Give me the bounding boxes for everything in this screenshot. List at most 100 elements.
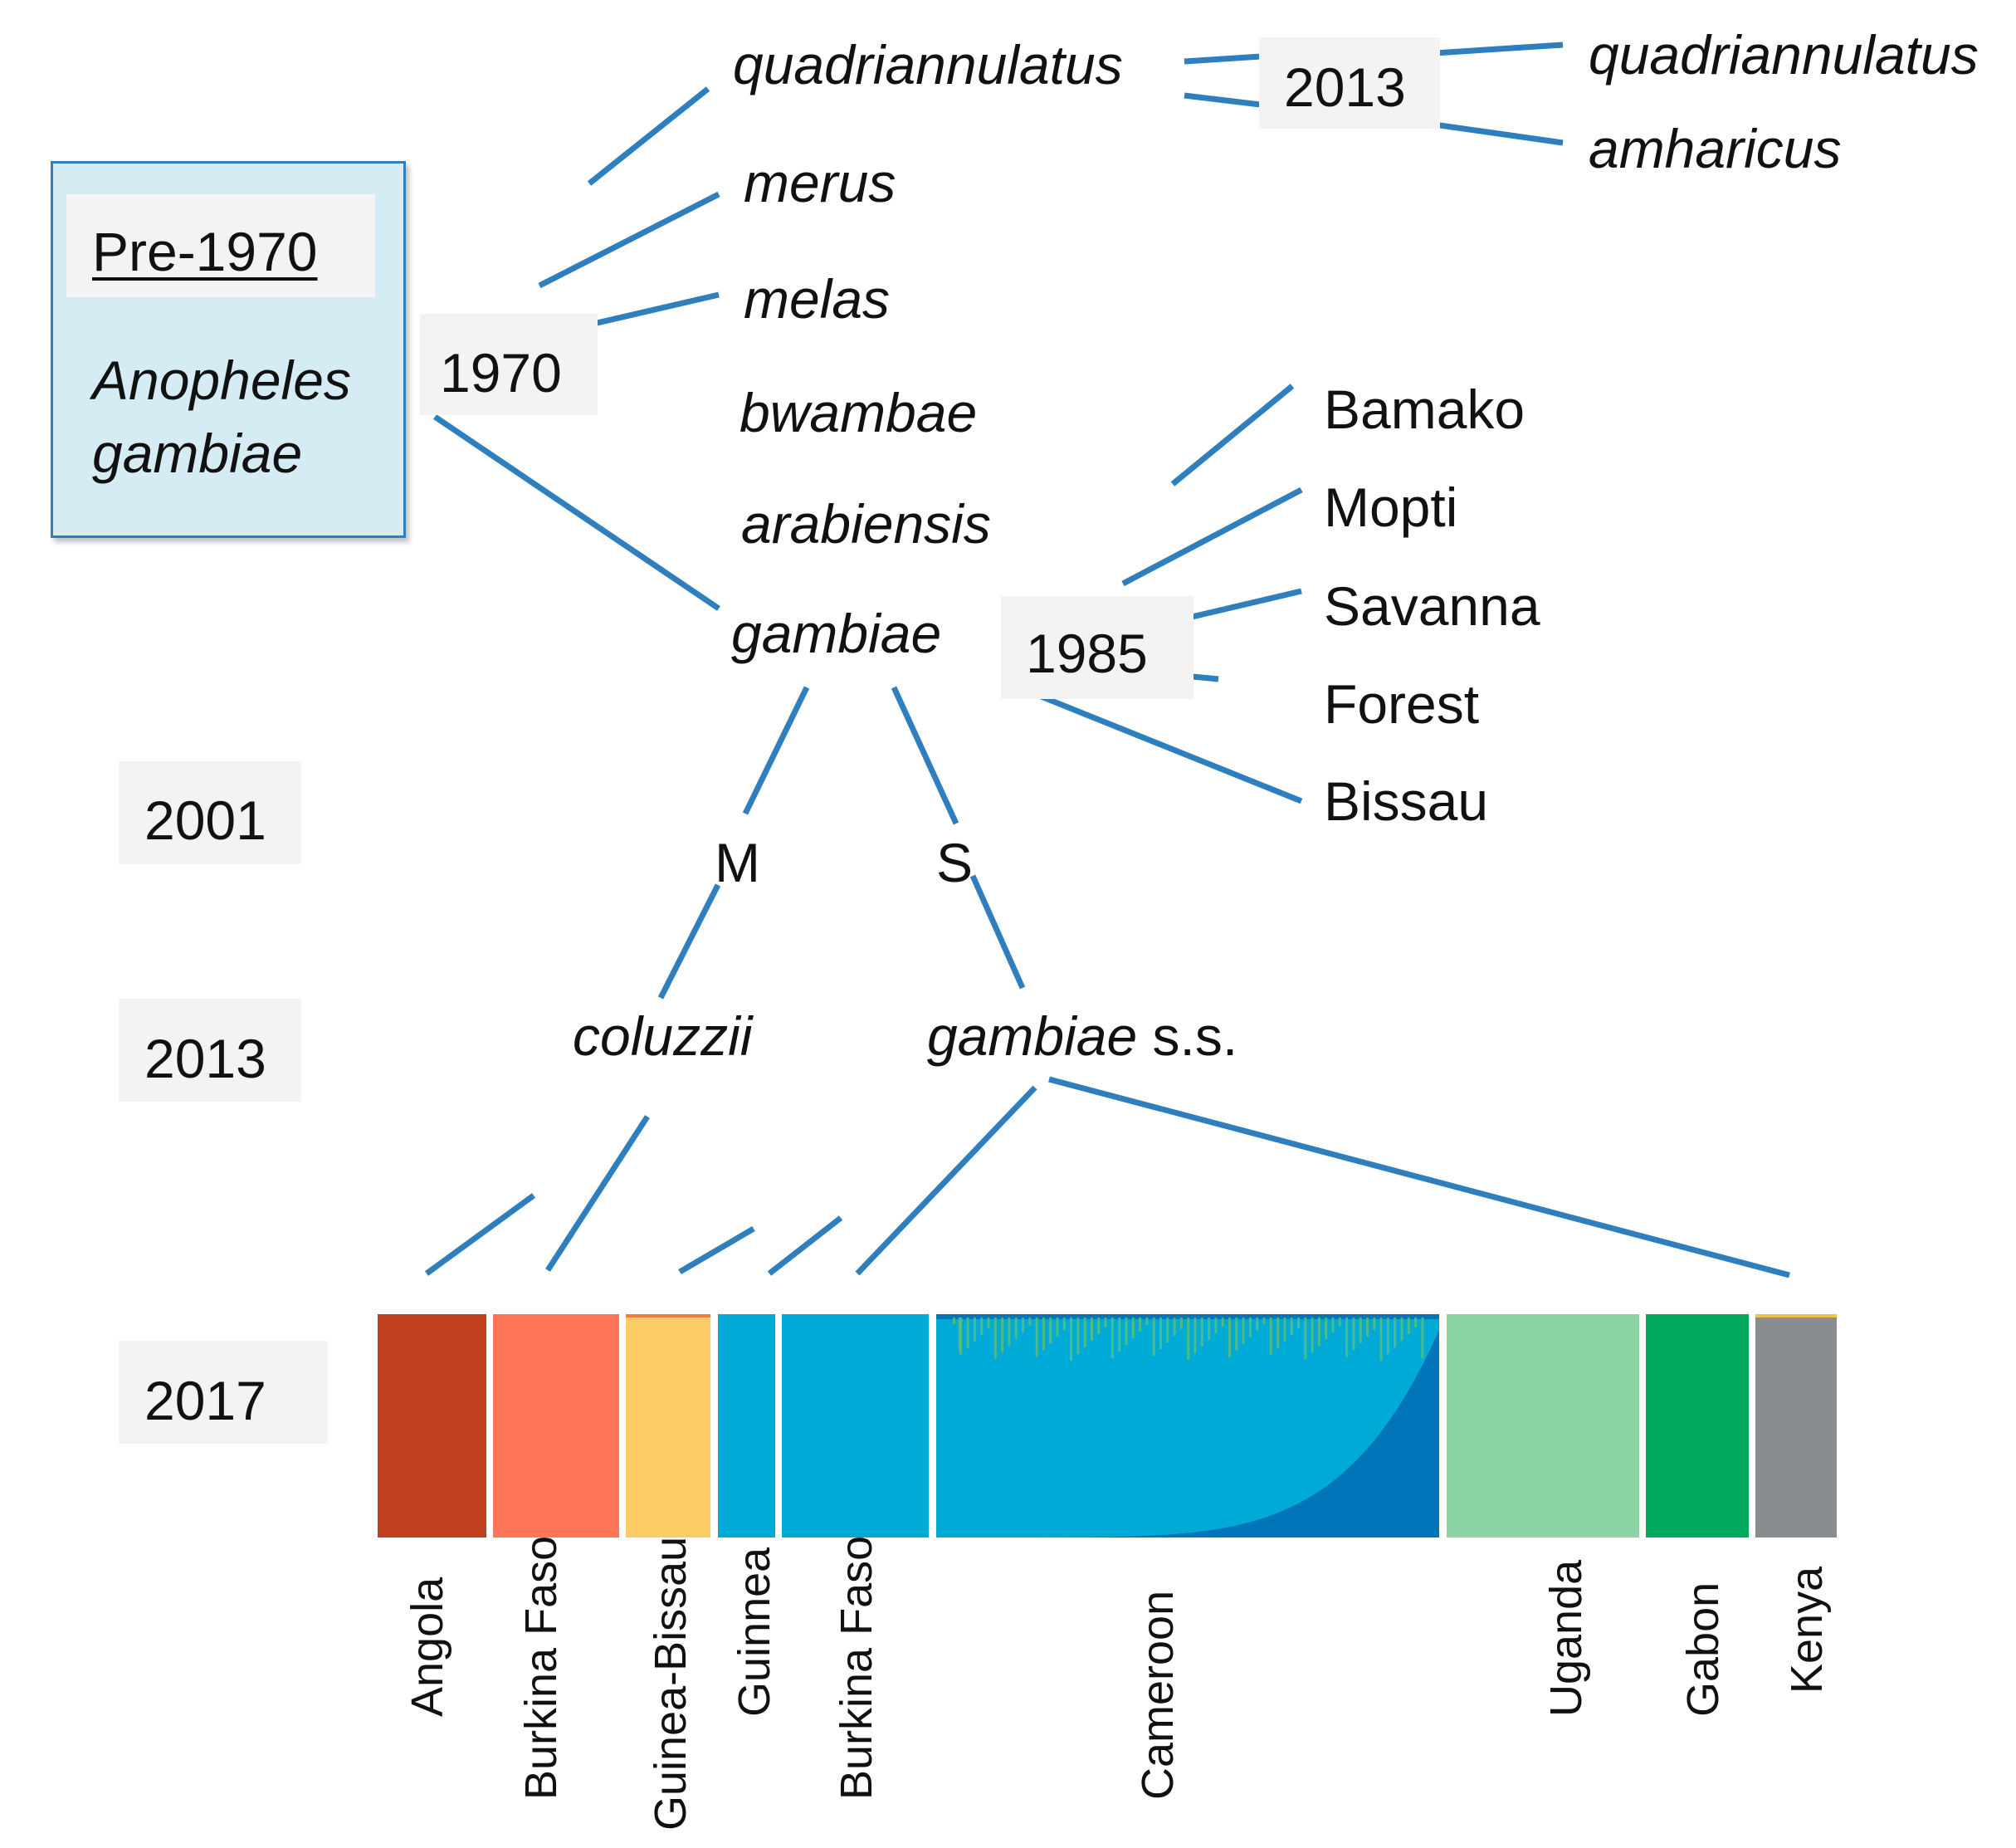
bar-burkina-faso-coluzzii — [493, 1314, 619, 1538]
bar-cameroon-admixture-22 — [1104, 1318, 1107, 1327]
connector-line-20 — [767, 1215, 843, 1276]
bar-cameroon-admixture-65 — [1400, 1318, 1403, 1341]
population-label-uganda: Uganda — [1541, 1559, 1591, 1717]
species-gambiae-ss: gambiae s.s. — [927, 1009, 1237, 1063]
year-2017-label: 2017 — [144, 1370, 266, 1431]
bar-cameroon-admixture-58 — [1352, 1318, 1355, 1350]
gambiae-ss-suffix: s.s. — [1137, 1005, 1238, 1067]
bar-cameroon-admixture-25 — [1125, 1318, 1128, 1345]
bar-cameroon-admixture-35 — [1193, 1318, 1197, 1353]
bar-cameroon-admixture-6 — [993, 1318, 997, 1359]
bar-cameroon-admixture-16 — [1062, 1318, 1066, 1330]
connector-line-3 — [433, 414, 720, 611]
bar-cameroon-admixture-3 — [973, 1318, 976, 1342]
species-quadriannulatus-2013: quadriannulatus — [1589, 24, 1979, 86]
bar-cameroon-admixture-29 — [1152, 1318, 1155, 1356]
year-1970-box — [420, 314, 598, 415]
bar-uganda — [1447, 1314, 1639, 1538]
bar-cameroon-admixture-46 — [1269, 1318, 1272, 1355]
bar-cameroon-admixture-11 — [1028, 1318, 1032, 1326]
connector-line-17 — [545, 1115, 650, 1272]
bar-cameroon-admixture-43 — [1248, 1318, 1252, 1337]
bar-cameroon-admixture-15 — [1056, 1318, 1059, 1337]
year-1985-box — [1001, 596, 1193, 699]
bar-cameroon-admixture-47 — [1276, 1318, 1280, 1348]
year-2013-top-box — [1259, 37, 1440, 129]
bar-kenya — [1755, 1314, 1837, 1538]
bar-cameroon-admixture-10 — [1022, 1318, 1024, 1332]
year-1970-label: 1970 — [440, 342, 562, 403]
population-label-cameroon: Cameroon — [1133, 1590, 1183, 1800]
form-forest: Forest — [1324, 673, 1480, 735]
bar-cameroon-admixture-20 — [1091, 1318, 1093, 1341]
species-bwambae: bwambae — [740, 382, 978, 443]
bar-cameroon-admixture-63 — [1386, 1318, 1389, 1354]
bar-cameroon-admixture-33 — [1179, 1318, 1183, 1329]
connector-line-21 — [855, 1085, 1037, 1276]
bar-cameroon-admixture-28 — [1145, 1318, 1149, 1325]
bar-cameroon-admixture-67 — [1414, 1318, 1418, 1327]
form-bamako: Bamako — [1324, 379, 1525, 440]
form-savanna: Savanna — [1324, 575, 1540, 637]
bar-cameroon-admixture-50 — [1297, 1318, 1300, 1328]
species-amharicus: amharicus — [1589, 118, 1842, 179]
bar-cameroon-admixture-0 — [953, 1318, 955, 1324]
year-2013-top-label: 2013 — [1284, 56, 1406, 118]
bar-cameroon-admixture-62 — [1379, 1318, 1383, 1361]
bar-cameroon-admixture-55 — [1331, 1318, 1335, 1332]
bar-cameroon-admixture-66 — [1407, 1318, 1410, 1334]
bar-cameroon-admixture-13 — [1042, 1318, 1045, 1350]
bar-gabon — [1646, 1314, 1749, 1538]
bar-guinnea — [718, 1314, 775, 1538]
connector-line-15 — [657, 883, 721, 1000]
connector-line-9 — [1121, 486, 1303, 587]
bar-cameroon-admixture-31 — [1166, 1318, 1169, 1342]
anopheles-label: Anopheles — [92, 350, 351, 411]
bar-cameroon-admixture-2 — [966, 1318, 969, 1348]
bar-cameroon-admixture-17 — [1070, 1318, 1073, 1361]
bar-cameroon-admixture-60 — [1366, 1318, 1369, 1337]
connector-line-12 — [1037, 692, 1303, 804]
bar-cameroon-admixture-45 — [1262, 1318, 1266, 1324]
form-mopti: Mopti — [1324, 477, 1458, 538]
bar-cameroon-admixture-34 — [1187, 1318, 1190, 1360]
species-quadriannulatus: quadriannulatus — [733, 34, 1123, 95]
bar-angola — [378, 1314, 486, 1538]
bar-cameroon-admixture-59 — [1359, 1318, 1362, 1343]
bar-cameroon-admixture-61 — [1373, 1318, 1376, 1330]
bar-cameroon-admixture-49 — [1290, 1318, 1293, 1335]
population-label-burkina-faso-gambiae: Burkina Faso — [832, 1535, 881, 1800]
connector-line-13 — [742, 686, 810, 815]
bar-cameroon-admixture-8 — [1008, 1318, 1011, 1346]
connector-line-8 — [1170, 384, 1295, 486]
year-1985-label: 1985 — [1026, 623, 1148, 684]
bar-cameroon-admixture-9 — [1014, 1318, 1018, 1339]
bar-cameroon-admixture-38 — [1214, 1318, 1218, 1333]
bar-guinea-bissau — [626, 1314, 710, 1538]
bar-cameroon-second-cluster — [936, 1314, 1439, 1538]
bar-burkina-faso-gambiae — [782, 1314, 929, 1538]
gambiae-ss-italic: gambiae — [927, 1005, 1138, 1067]
connector-line-22 — [1048, 1076, 1790, 1278]
connector-line-18 — [424, 1193, 536, 1276]
connector-line-10 — [1188, 588, 1302, 621]
pre-1970-title-box — [66, 194, 375, 297]
bar-cameroon-admixture-64 — [1394, 1318, 1397, 1347]
bar-cameroon-admixture-14 — [1049, 1318, 1052, 1343]
year-2001-box — [119, 761, 301, 864]
connector-line-6 — [1433, 42, 1564, 56]
connector-line-14 — [891, 686, 959, 825]
bar-cameroon-admixture-54 — [1325, 1318, 1328, 1339]
species-merus: merus — [744, 152, 896, 213]
bar-cameroon-admixture-18 — [1076, 1318, 1080, 1354]
bar-cameroon-admixture-56 — [1338, 1318, 1341, 1326]
year-2001-label: 2001 — [144, 790, 266, 851]
bar-cameroon-admixture-19 — [1083, 1318, 1086, 1347]
molecular-form-m: M — [715, 832, 760, 893]
species-arabiensis: arabiensis — [741, 496, 991, 551]
connector-line-7 — [1433, 121, 1564, 146]
bar-cameroon-admixture-39 — [1221, 1318, 1224, 1327]
form-bissau: Bissau — [1324, 770, 1489, 832]
species-melas: melas — [744, 268, 891, 330]
